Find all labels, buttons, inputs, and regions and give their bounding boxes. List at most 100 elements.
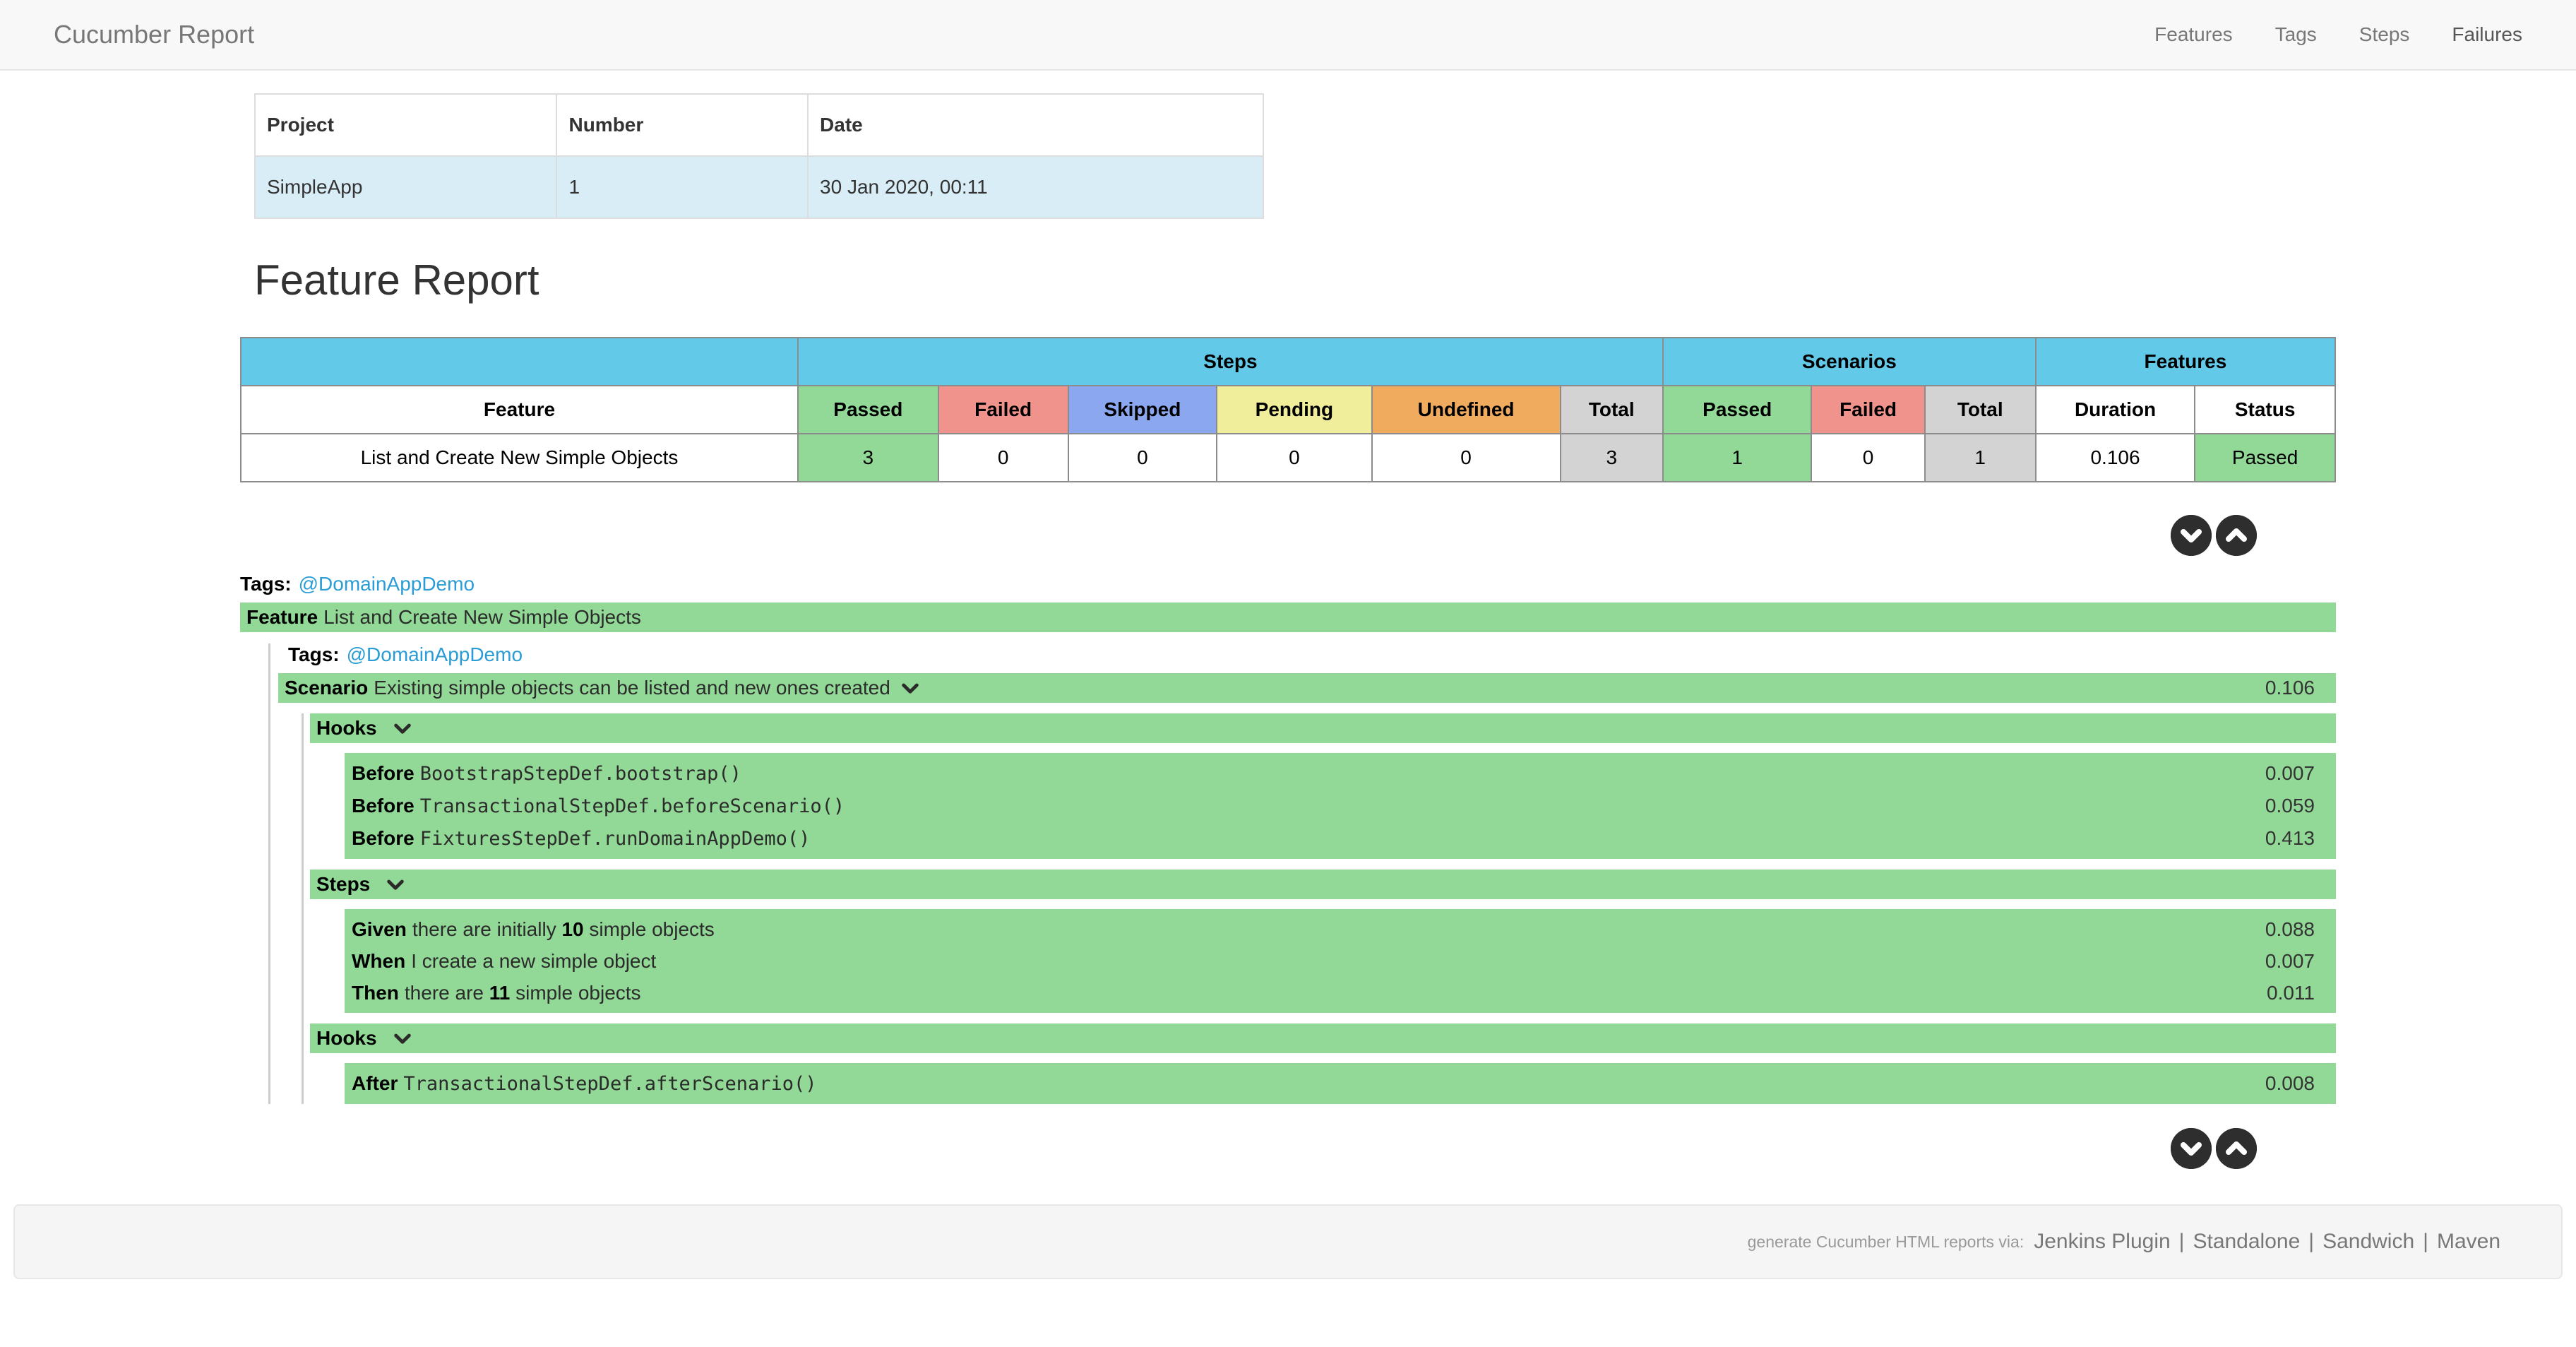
step-keyword: Given <box>352 918 407 940</box>
scenario-duration: 0.106 <box>2265 677 2315 699</box>
hooks-before-bar[interactable]: Hooks <box>310 713 2336 743</box>
footer-prefix: generate Cucumber HTML reports via: <box>1747 1232 2025 1251</box>
expand-all-button[interactable] <box>2171 1128 2212 1169</box>
tags-label: Tags: <box>288 643 340 665</box>
steps-passed-cell: 3 <box>797 433 939 482</box>
steps-undefined-cell: 0 <box>1371 433 1561 482</box>
footer: generate Cucumber HTML reports via: Jenk… <box>13 1204 2563 1279</box>
hooks-label: Hooks <box>316 1027 377 1049</box>
col-scenarios-passed: Passed <box>1662 385 1813 434</box>
hook-keyword: Before <box>352 762 415 784</box>
scenario-name: Existing simple objects can be listed an… <box>374 677 890 699</box>
hook-keyword: Before <box>352 795 415 817</box>
feature-table-group-header-row: Steps Scenarios Features <box>240 337 2337 386</box>
hook-row: Before FixturesStepDef.runDomainAppDemo(… <box>352 822 2315 855</box>
empty-group-header <box>240 337 799 386</box>
feature-bar[interactable]: Feature List and Create New Simple Objec… <box>240 603 2336 632</box>
tag-link[interactable]: @DomainAppDemo <box>298 573 475 595</box>
footer-link-maven[interactable]: Maven <box>2436 1230 2500 1253</box>
feature-report-table: Steps Scenarios Features Feature Passed … <box>240 337 2337 482</box>
step-row: Given there are initially 10 simple obje… <box>352 913 2315 945</box>
nav-link-failures[interactable]: Failures <box>2452 23 2522 45</box>
feature-children: Tags: @DomainAppDemo Scenario Existing si… <box>268 643 2336 1104</box>
scenario-bar[interactable]: Scenario Existing simple objects can be … <box>278 673 2336 703</box>
hook-keyword: After <box>352 1072 398 1094</box>
navbar-brand[interactable]: Cucumber Report <box>54 20 255 49</box>
hooks-after-bar[interactable]: Hooks <box>310 1023 2336 1053</box>
col-steps-undefined: Undefined <box>1371 385 1561 434</box>
chevron-down-icon <box>393 723 411 734</box>
feature-tags-line: Tags: @DomainAppDemo <box>240 573 2336 595</box>
collapse-all-button[interactable] <box>2216 515 2257 556</box>
steps-total-cell: 3 <box>1559 433 1664 482</box>
chevron-down-icon <box>393 1033 411 1044</box>
status-cell: Passed <box>2194 433 2336 482</box>
scenario-keyword: Scenario <box>285 677 369 699</box>
expand-collapse-controls-top <box>240 515 2336 556</box>
project-table-row: SimpleApp 1 30 Jan 2020, 00:11 <box>254 155 1264 219</box>
hook-keyword: Before <box>352 827 415 849</box>
steps-group-header: Steps <box>797 337 1664 386</box>
col-steps-pending: Pending <box>1216 385 1373 434</box>
nav-link-tags[interactable]: Tags <box>2274 23 2317 45</box>
hook-method: TransactionalStepDef.afterScenario() <box>403 1073 817 1095</box>
step-row: When I create a new simple object 0.007 <box>352 945 2315 977</box>
date-header: Date <box>807 93 1264 157</box>
steps-bar[interactable]: Steps <box>310 870 2336 899</box>
nav-link-features[interactable]: Features <box>2154 23 2233 45</box>
col-status: Status <box>2194 385 2336 434</box>
footer-link-standalone[interactable]: Standalone <box>2193 1230 2301 1253</box>
hook-method: BootstrapStepDef.bootstrap() <box>419 763 741 785</box>
chevron-down-circle-icon <box>2171 515 2212 556</box>
chevron-down-icon <box>387 879 404 890</box>
chevron-down-circle-icon <box>2171 1128 2212 1169</box>
hook-row: After TransactionalStepDef.afterScenario… <box>352 1067 2315 1100</box>
steps-rows: Given there are initially 10 simple obje… <box>345 909 2336 1013</box>
chevron-up-circle-icon <box>2216 1128 2257 1169</box>
nav-link-steps[interactable]: Steps <box>2359 23 2410 45</box>
hook-duration: 0.008 <box>2265 1072 2315 1094</box>
footer-link-jenkins-plugin[interactable]: Jenkins Plugin <box>2034 1230 2171 1253</box>
feature-table-column-header-row: Feature Passed Failed Skipped Pending Un… <box>240 385 2336 434</box>
scenario-children: Hooks Before BootstrapStepDef.bootstrap(… <box>302 713 2336 1104</box>
feature-table-data-row: List and Create New Simple Objects 3 0 0… <box>240 433 2336 482</box>
footer-link-sandwich[interactable]: Sandwich <box>2322 1230 2415 1253</box>
scenarios-total-cell: 1 <box>1924 433 2037 482</box>
scenarios-passed-cell: 1 <box>1662 433 1813 482</box>
step-text: I create a new simple object <box>411 950 657 972</box>
footer-separator: | <box>2423 1230 2428 1253</box>
footer-separator: | <box>2178 1230 2185 1253</box>
expand-all-button[interactable] <box>2171 515 2212 556</box>
col-scenarios-total: Total <box>1924 385 2037 434</box>
col-feature: Feature <box>240 385 799 434</box>
hooks-after-rows: After TransactionalStepDef.afterScenario… <box>345 1063 2336 1104</box>
step-text: there are 11 simple objects <box>404 982 641 1004</box>
feature-keyword: Feature <box>246 606 318 628</box>
hook-duration: 0.413 <box>2265 827 2315 849</box>
feature-name: List and Create New Simple Objects <box>323 606 641 628</box>
project-name-cell: SimpleApp <box>254 155 558 219</box>
col-steps-passed: Passed <box>797 385 939 434</box>
hook-duration: 0.059 <box>2265 795 2315 817</box>
hook-row: Before BootstrapStepDef.bootstrap() 0.00… <box>352 757 2315 790</box>
scenario-tags-line: Tags: @DomainAppDemo <box>278 643 2336 666</box>
footer-separator: | <box>2308 1230 2315 1253</box>
step-duration: 0.011 <box>2267 982 2315 1004</box>
col-steps-skipped: Skipped <box>1067 385 1218 434</box>
duration-cell: 0.106 <box>2034 433 2196 482</box>
col-steps-failed: Failed <box>937 385 1069 434</box>
step-keyword: Then <box>352 982 399 1004</box>
hook-row: Before TransactionalStepDef.beforeScenar… <box>352 790 2315 822</box>
navbar-links: Features Tags Steps Failures <box>2133 23 2534 46</box>
tag-link[interactable]: @DomainAppDemo <box>346 643 523 665</box>
navbar: Cucumber Report Features Tags Steps Fail… <box>0 0 2576 71</box>
step-duration: 0.088 <box>2265 918 2315 940</box>
build-number-cell: 1 <box>556 155 809 219</box>
chevron-down-icon <box>902 683 919 694</box>
hooks-before-rows: Before BootstrapStepDef.bootstrap() 0.00… <box>345 753 2336 859</box>
steps-skipped-cell: 0 <box>1067 433 1218 482</box>
number-header: Number <box>556 93 809 157</box>
col-scenarios-failed: Failed <box>1811 385 1926 434</box>
collapse-all-button[interactable] <box>2216 1128 2257 1169</box>
chevron-up-circle-icon <box>2216 515 2257 556</box>
